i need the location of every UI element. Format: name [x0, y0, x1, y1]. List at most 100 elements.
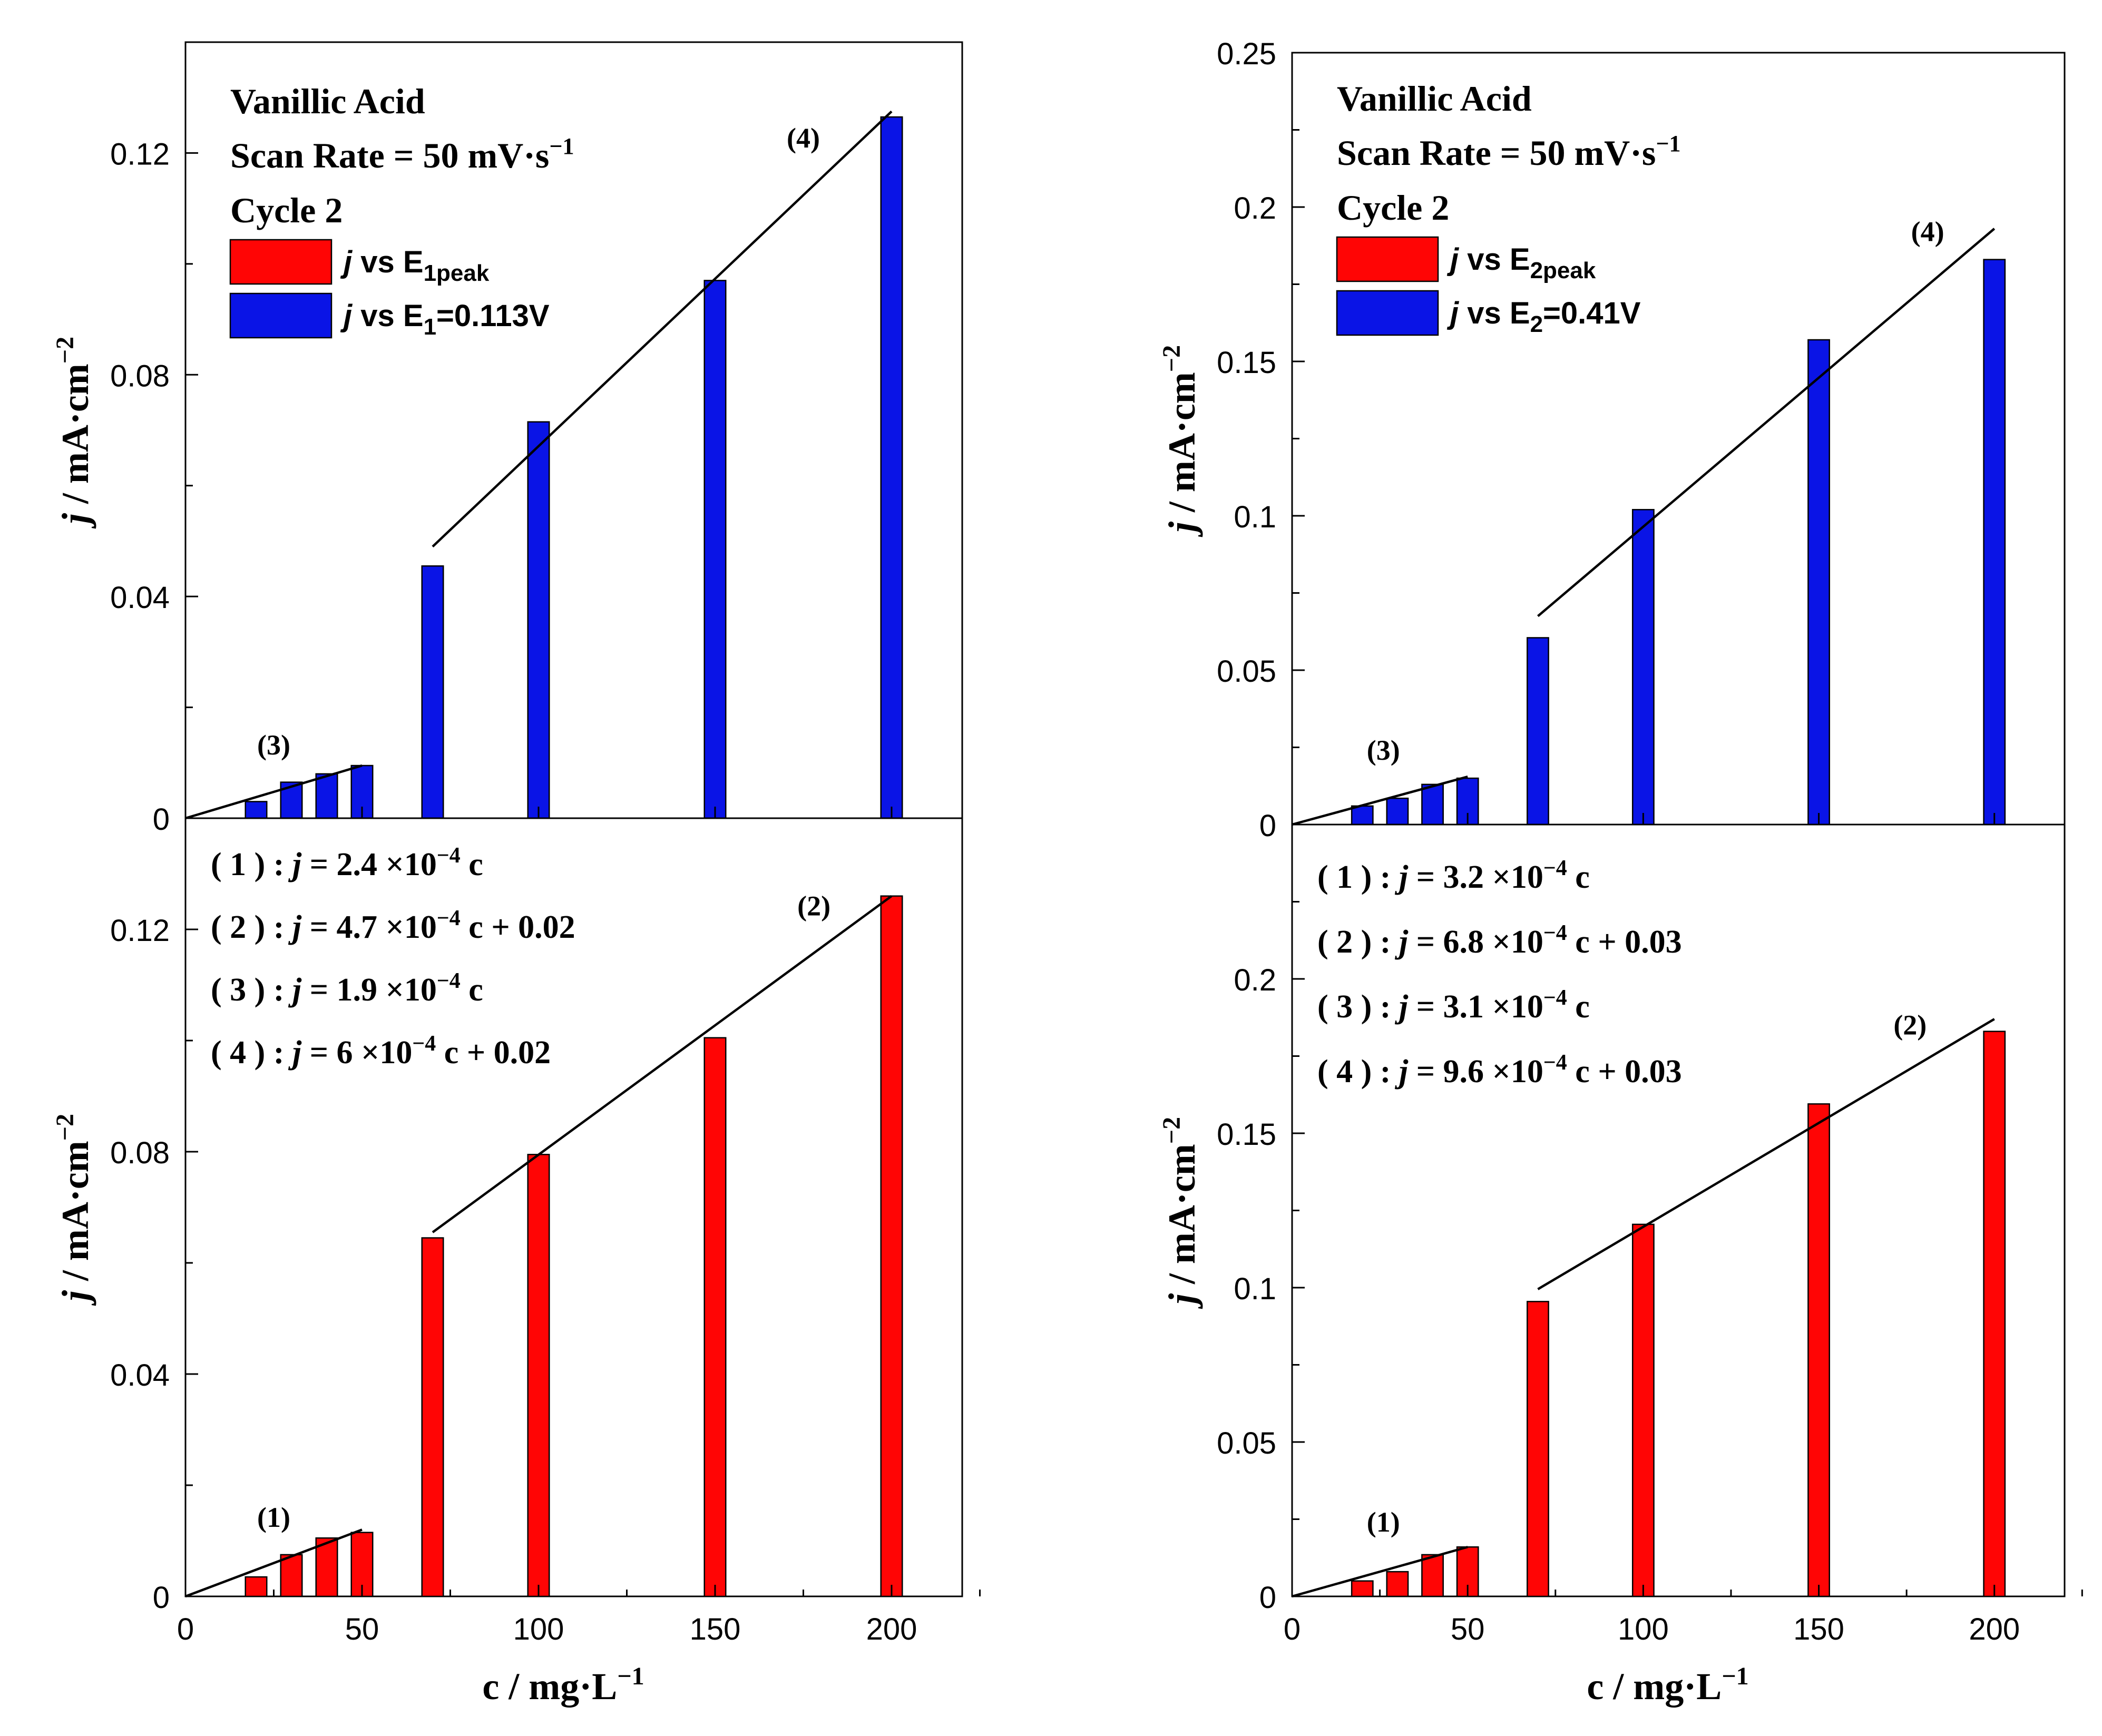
- x-tick-label: 150: [690, 1612, 741, 1646]
- y-tick-label: 0: [153, 1581, 170, 1615]
- x-axis-label: c / mg·L−1: [1587, 1662, 1748, 1708]
- legend-swatch-red: [229, 239, 333, 285]
- fit-line: [1292, 1546, 1468, 1598]
- bar-blue: [1527, 637, 1549, 826]
- legend: j vs E1peak j vs E1=0.113V: [229, 239, 550, 340]
- y-tick-label: 0: [1259, 1581, 1276, 1615]
- fit-line: [432, 895, 893, 1233]
- fit-label: (4): [787, 122, 820, 154]
- fit-label: (2): [797, 890, 830, 922]
- y-tick-label: 0.2: [1234, 963, 1276, 997]
- bar-blue: [1983, 259, 2006, 826]
- plot-frame: [184, 817, 963, 1597]
- y-tick-label: 0.08: [110, 1136, 170, 1170]
- y-axis-label: j / mA·cm−2: [51, 337, 96, 529]
- equation-3: ( 3 ) : j = 3.1 ×10−4 c: [1317, 986, 1590, 1025]
- panel-left-bottom: 0 0.04 0.08 0.12 (1) (2) ( 1 ) : j = 2.4 ×10−4…: [51, 817, 963, 1615]
- legend-label: j vs E1=0.113V: [340, 299, 550, 340]
- y-tick-label: 0.15: [1217, 346, 1276, 380]
- legend-swatch-red: [1336, 236, 1439, 282]
- panel-right-bottom: 0 0.05 0.1 0.15 0.2 (1) (2) ( 1 ) : j = 3.2 ×10…: [1158, 823, 2066, 1615]
- y-tick-label: 0.08: [110, 359, 170, 393]
- chart-left: 0 0.04 0.08 0.12 (3) (4) Vanillic Acid Scan Rat…: [51, 41, 981, 1708]
- panel-left-top: 0 0.04 0.08 0.12 (3) (4) Vanillic Acid Scan Rat…: [51, 41, 963, 837]
- chart-right: 0 0.05 0.1 0.15 0.2 0.25 (3) (4) Vanillic Acid Sc…: [1158, 37, 2083, 1708]
- y-tick-label: 0.12: [110, 137, 170, 171]
- fit-label: (3): [257, 729, 290, 761]
- equation-4: ( 4 ) : j = 6 ×10−4 c + 0.02: [211, 1032, 551, 1071]
- fit-label: (4): [1911, 215, 1944, 247]
- equation-3: ( 3 ) : j = 1.9 ×10−4 c: [211, 969, 483, 1008]
- y-axis-label: j / mA·cm−2: [1158, 1117, 1203, 1309]
- equation-1: ( 1 ) : j = 3.2 ×10−4 c: [1317, 856, 1590, 895]
- x-tick-label: 150: [1793, 1612, 1844, 1646]
- bar-red: [880, 895, 903, 1597]
- legend: j vs E2peak j vs E2=0.41V: [1336, 236, 1641, 337]
- fit-line: [1537, 228, 1996, 617]
- legend-swatch-blue: [1336, 290, 1439, 336]
- bar-red: [421, 1237, 444, 1597]
- bar-blue: [527, 421, 550, 819]
- chart-title: Vanillic Acid: [230, 81, 425, 121]
- y-tick-label: 0.25: [1217, 37, 1276, 71]
- y-tick-label: 0.04: [110, 581, 170, 615]
- y-tick-label: 0: [153, 802, 170, 837]
- y-tick-label: 0.04: [110, 1358, 170, 1392]
- panel-right-top: 0 0.05 0.1 0.15 0.2 0.25 (3) (4) Vanillic Acid Sc…: [1158, 37, 2066, 843]
- x-tick-label: 50: [345, 1612, 379, 1646]
- bar-red: [1386, 1571, 1409, 1597]
- bar-blue: [1421, 783, 1444, 826]
- fit-equations: ( 1 ) : j = 2.4 ×10−4 c ( 2 ) : j = 4.7 ×…: [211, 844, 575, 1071]
- fit-label: (2): [1893, 1009, 1927, 1041]
- x-tick-label: 100: [1618, 1612, 1669, 1646]
- bar-red: [1983, 1031, 2006, 1597]
- y-tick-label: 0.15: [1217, 1117, 1276, 1152]
- y-axis-label: j / mA·cm−2: [1158, 345, 1203, 537]
- fit-line: [1292, 775, 1468, 826]
- bar-red: [1351, 1580, 1374, 1597]
- bar-blue: [703, 280, 727, 819]
- legend-swatch-blue: [229, 292, 333, 339]
- y-tick-label: 0.1: [1234, 1272, 1276, 1306]
- y-tick-label: 0.2: [1234, 191, 1276, 225]
- bar-blue: [1631, 509, 1655, 826]
- bar-red: [1421, 1554, 1444, 1597]
- x-tick-label: 100: [513, 1612, 564, 1646]
- fit-line: [185, 1528, 363, 1598]
- fit-line: [1537, 1018, 1995, 1290]
- bar-blue: [880, 116, 903, 819]
- x-tick-label: 200: [1969, 1612, 2020, 1646]
- fit-label: (1): [257, 1502, 290, 1533]
- y-tick-label: 0: [1259, 809, 1276, 843]
- bar-red: [1527, 1301, 1549, 1597]
- scan-rate-label: Scan Rate = 50 mV·s−1: [230, 133, 574, 175]
- y-tick-label: 0.12: [110, 914, 170, 948]
- fit-equations: ( 1 ) : j = 3.2 ×10−4 c ( 2 ) : j = 6.8 ×…: [1317, 856, 1682, 1090]
- fit-label: (3): [1367, 734, 1400, 766]
- cycle-label: Cycle 2: [1337, 188, 1449, 228]
- legend-label: j vs E2=0.41V: [1446, 296, 1641, 337]
- bar-red: [245, 1576, 268, 1597]
- bar-red: [1631, 1223, 1655, 1597]
- bar-red: [280, 1554, 303, 1597]
- scan-rate-label: Scan Rate = 50 mV·s−1: [1337, 131, 1680, 173]
- bar-red: [1807, 1103, 1830, 1597]
- legend-label: j vs E1peak: [340, 245, 490, 286]
- bar-blue: [421, 565, 444, 819]
- bar-blue: [245, 801, 268, 819]
- equation-2: ( 2 ) : j = 4.7 ×10−4 c + 0.02: [211, 906, 575, 945]
- y-tick-label: 0.05: [1217, 654, 1276, 689]
- legend-label: j vs E2peak: [1446, 242, 1596, 283]
- bar-blue: [315, 773, 338, 819]
- x-tick-label: 50: [1451, 1612, 1485, 1646]
- x-tick-label: 0: [177, 1612, 194, 1646]
- equation-4: ( 4 ) : j = 9.6 ×10−4 c + 0.03: [1317, 1051, 1682, 1090]
- bar-blue: [1351, 805, 1374, 826]
- x-axis-label: c / mg·L−1: [482, 1662, 644, 1708]
- bar-red: [703, 1037, 727, 1597]
- cycle-label: Cycle 2: [230, 190, 343, 230]
- fit-line: [185, 764, 363, 820]
- x-tick-label: 200: [866, 1612, 917, 1646]
- bar-red: [315, 1537, 338, 1597]
